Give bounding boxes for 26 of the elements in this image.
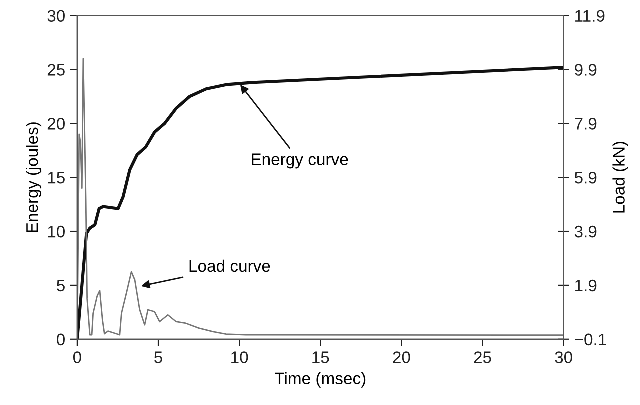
y2-tick-label: 9.9 [575, 64, 597, 76]
annotation: Load curve [190, 260, 270, 272]
y-tick-label: 30 [48, 10, 65, 22]
x-tick-label: 25 [474, 352, 492, 364]
x-axis-title: Time (msec) [275, 372, 366, 388]
y2-tick-label: 1.9 [576, 280, 597, 292]
y-axis-title: Energy (joules) [26, 122, 42, 232]
y-tick-label: 25 [48, 64, 65, 76]
y-tick-label: 15 [48, 172, 65, 184]
y2-tick-label: 3.9 [574, 226, 597, 238]
x-tick-label: 0 [73, 352, 82, 364]
y-tick-label: 5 [57, 280, 65, 292]
y-tick-label: 20 [48, 118, 65, 130]
x-tick-label: 10 [232, 352, 248, 364]
y2-axis-title: Load (kN) [612, 142, 628, 213]
y2-tick-label: 7.9 [575, 118, 597, 130]
y2-tick-label: 11.9 [576, 10, 605, 22]
x-tick-label: 5 [154, 352, 162, 364]
y-tick-label: 10 [48, 226, 65, 238]
y-tick-label: 0 [57, 334, 65, 346]
y2-tick-label: −0.1 [575, 334, 606, 346]
x-tick-label: 15 [312, 352, 330, 364]
y2-tick-label: 5.9 [574, 172, 597, 184]
x-tick-label: 30 [555, 352, 572, 364]
annotation: Energy curve [252, 154, 348, 169]
x-tick-label: 20 [393, 352, 410, 364]
